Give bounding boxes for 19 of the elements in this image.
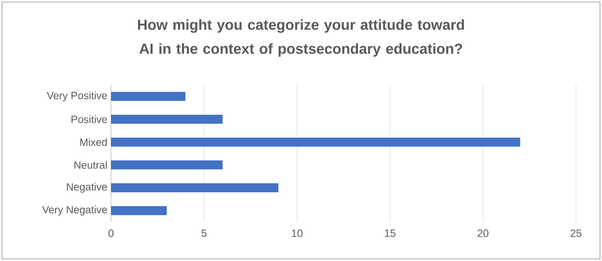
x-tick-label: 15: [384, 230, 396, 237]
x-tick-label: 5: [202, 230, 206, 237]
bar: [111, 183, 278, 192]
y-tick-label: Neutral: [74, 161, 107, 169]
x-tick-label: 0: [108, 230, 114, 237]
bar: [111, 160, 223, 170]
y-tick-label: Mixed: [80, 138, 107, 146]
y-tick-label: Very Positive: [46, 92, 107, 102]
x-tick-label: 10: [292, 230, 302, 237]
x-tick-label: 25: [570, 230, 582, 237]
chart-title: How might you categorize your attitude toward AI in the context of postsecondary education?: [138, 19, 464, 57]
y-tick-label: Negative: [66, 182, 107, 193]
bar: [111, 138, 520, 147]
y-tick-label: Positive: [72, 115, 107, 124]
bar: [111, 206, 167, 216]
bar: [111, 92, 186, 101]
x-tick-label: 20: [478, 230, 488, 237]
y-tick-label: Very Negative: [42, 206, 107, 216]
bar: [111, 114, 223, 124]
